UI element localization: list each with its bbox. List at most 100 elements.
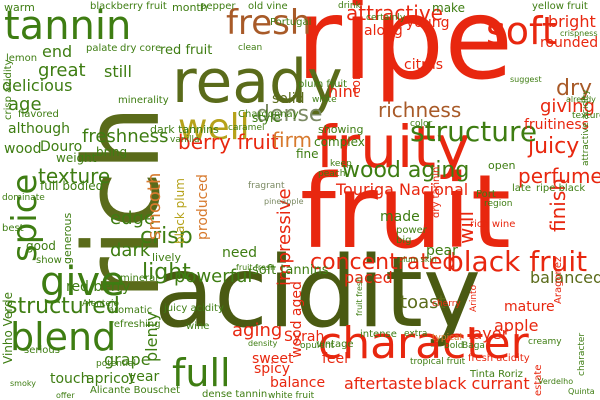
word-end: end xyxy=(42,42,73,61)
word-layer: layer xyxy=(468,324,509,343)
word-need: need xyxy=(222,245,257,261)
word-toast: toast xyxy=(400,292,446,313)
word-generous: generous xyxy=(61,212,74,264)
word-fruit-fresh-vertical: fruit fresh xyxy=(355,276,364,316)
word-month: month xyxy=(172,1,208,14)
word-dark-tannins: dark tannins xyxy=(150,123,219,136)
word-warm: warm xyxy=(4,1,35,14)
word-style: style xyxy=(252,111,281,125)
word-give: give xyxy=(40,259,125,305)
word-aftertaste: aftertaste xyxy=(344,374,423,393)
word-lemon: lemon xyxy=(6,53,38,64)
word-richness: richness xyxy=(378,98,462,122)
word-wood: wood xyxy=(4,141,42,157)
word-minerality: minerality xyxy=(118,95,169,106)
word-wood-aging: wood aging xyxy=(342,158,470,183)
word-pepper: pepper xyxy=(200,1,236,12)
word-crisp: crisp xyxy=(140,224,193,249)
word-ripe: ripe xyxy=(296,0,514,105)
word-fine: fine xyxy=(296,147,319,161)
word-although: although xyxy=(8,121,71,137)
word-refreshing: refreshing xyxy=(110,319,161,330)
word-portugal: Portugal xyxy=(270,17,312,28)
word-fresh-acidity: fresh acidity xyxy=(468,353,530,364)
word-offer: offer xyxy=(56,391,75,400)
word-berry-fruit: berry fruit xyxy=(178,130,279,154)
word-age: age xyxy=(8,94,42,115)
word-fresh: fresh xyxy=(226,3,312,43)
word-edge: edge xyxy=(110,208,155,229)
word-clean: clean xyxy=(238,43,263,53)
word-alicante-bouschet: Alicante Bouschet xyxy=(90,385,181,396)
word-crisp-acidity: crisp acidity xyxy=(3,59,14,121)
word-vintage: vintage xyxy=(316,339,354,350)
word-tannin: tannin xyxy=(4,3,132,49)
word-late: late xyxy=(512,183,531,194)
word-fragrant: fragrant xyxy=(248,181,285,191)
word-touriga-nacional: Touriga Nacional xyxy=(336,180,469,199)
word-arinto: Arinto xyxy=(469,284,479,312)
word-vinho-verde: Vinho Verde xyxy=(1,291,15,364)
word-yellow-fruit: yellow fruit xyxy=(532,1,588,12)
word-soft: soft xyxy=(486,9,557,53)
word-plum-skin: plum skin xyxy=(398,255,437,264)
word-red-fruit: red fruit xyxy=(160,43,213,58)
word-caramel: caramel xyxy=(228,123,265,133)
word-attractive: attractive xyxy=(346,1,443,25)
word-made: made xyxy=(380,209,420,225)
word-fruitiness: fruitiness xyxy=(524,117,589,133)
word-complex: complex xyxy=(314,135,365,149)
word-juicy: juicy xyxy=(528,134,580,159)
word-power: power xyxy=(396,225,427,236)
word-weight: weight xyxy=(56,151,97,165)
word-aragonez: Aragonez xyxy=(553,256,564,304)
word-bright: bright xyxy=(548,12,596,31)
word-apricot: apricot xyxy=(86,371,135,387)
word-texture: texture xyxy=(38,164,111,188)
word-spicy: spicy xyxy=(254,361,291,377)
word-character-vertical: character xyxy=(577,332,587,376)
word-pear: pear xyxy=(426,243,458,259)
word-giving: giving xyxy=(540,96,595,117)
word-peach: peach xyxy=(318,169,346,179)
word-perfumed: perfumed xyxy=(518,164,600,188)
word-intense: intense xyxy=(360,329,397,340)
word-pineapple: pineapple xyxy=(264,197,304,206)
word-juicy-acidity: juicy acidity xyxy=(164,303,224,314)
word-mature: mature xyxy=(504,299,555,315)
word-certainly: certainly xyxy=(366,13,406,23)
word-dense-tannin: dense tannin xyxy=(202,389,268,400)
word-port: Port xyxy=(476,189,496,200)
word-solid: solid xyxy=(272,91,305,107)
word-big: big xyxy=(396,235,412,246)
word-bring: bring xyxy=(96,145,128,159)
word-open: open xyxy=(488,159,516,172)
word-palate: palate xyxy=(86,43,118,54)
word-great: great xyxy=(38,60,86,81)
word-hint: hint xyxy=(328,82,359,101)
word-suggest: suggest xyxy=(510,75,542,84)
word-well: well xyxy=(178,107,250,148)
word-fruit-fresh: fruit fresh xyxy=(236,263,276,272)
word-make: make xyxy=(432,1,465,15)
word-showing: showing xyxy=(318,123,364,136)
word-vanilla: vanilla xyxy=(170,135,200,145)
word-come: come xyxy=(349,60,363,94)
word-smoky: smoky xyxy=(10,379,36,388)
word-apple: apple xyxy=(494,316,539,335)
word-still: still xyxy=(104,62,132,81)
word-tropical-fruit: tropical fruit xyxy=(410,357,466,367)
word-typical: typical xyxy=(432,333,463,343)
word-black-fruit: black fruit xyxy=(446,245,588,278)
word-rounded: rounded xyxy=(540,35,599,51)
word-sweet: sweet xyxy=(252,351,294,367)
word-alentejo: Alentejo xyxy=(82,299,119,309)
word-textured: textured xyxy=(572,111,600,121)
word-powerful: powerful xyxy=(174,266,253,287)
word-good: good xyxy=(26,239,56,253)
word-region: region xyxy=(484,199,513,209)
word-light: light xyxy=(142,260,191,285)
word-along: along xyxy=(364,23,403,39)
word-structure: structure xyxy=(410,115,538,148)
